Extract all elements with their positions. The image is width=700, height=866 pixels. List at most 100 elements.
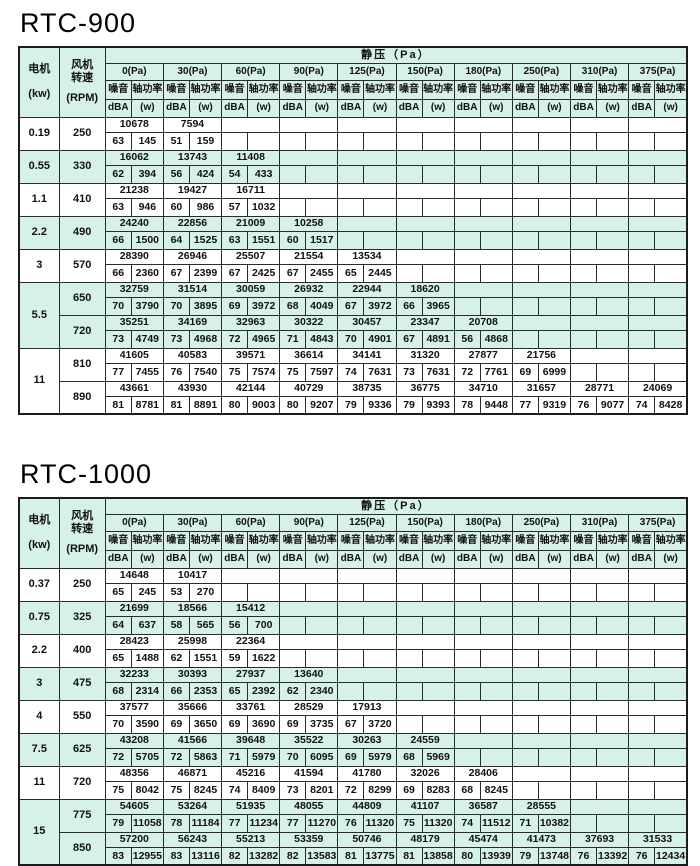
shaft-power-cell <box>654 131 688 151</box>
shaft-power-cell <box>479 131 513 151</box>
noise-dba-cell: 72 <box>453 362 481 382</box>
airflow-cell: 22856 <box>162 215 223 232</box>
fan-rpm-cell: 890 <box>58 380 106 415</box>
airflow-cell: 28406 <box>453 765 513 782</box>
shaft-power-cell <box>479 582 513 602</box>
noise-dba-cell: 82 <box>221 846 249 866</box>
pressure-label: 310(Pa) <box>569 62 630 81</box>
noise-dba-cell: 56 <box>221 615 249 635</box>
airflow-cell <box>453 281 513 298</box>
fan-rpm-cell: 325 <box>58 600 106 635</box>
airflow-cell: 28423 <box>104 633 164 650</box>
airflow-cell: 32233 <box>104 666 164 683</box>
shaft-power-cell: 7540 <box>188 362 223 382</box>
rtc-1000-section: RTC-1000 电机 (kw) 风机 转速 (RPM) 静压（Pa） 0(Pa) 30(Pa… <box>18 459 700 866</box>
shaft-power-label: 轴功率 <box>596 530 630 551</box>
noise-dba-cell: 68 <box>395 747 423 767</box>
airflow-cell: 43208 <box>104 732 164 749</box>
noise-power-row: 62 394 56 424 54 433 <box>19 164 688 184</box>
airflow-cell: 16711 <box>221 182 281 199</box>
airflow-cell: 41605 <box>104 347 164 364</box>
noise-unit-label: dBA <box>395 549 423 569</box>
noise-dba-cell: 77 <box>511 395 539 415</box>
noise-dba-cell: 73 <box>162 329 190 349</box>
shaft-power-cell <box>537 582 571 602</box>
shaft-power-cell <box>596 747 630 767</box>
noise-unit-label: dBA <box>162 549 190 569</box>
power-unit-label: (w) <box>537 549 571 569</box>
power-unit-label: (w) <box>421 98 455 118</box>
spec-table-rtc-1000: 电机 (kw) 风机 转速 (RPM) 静压（Pa） 0(Pa) 30(Pa) 60(Pa) 90… <box>18 497 688 866</box>
shaft-power-cell <box>537 714 571 734</box>
rtc-900-section: RTC-900 电机 (kw) 风机 转速 (RPM) 静压（Pa） 0(Pa) 30(Pa)… <box>18 8 700 415</box>
noise-dba-cell: 76 <box>569 395 598 415</box>
rtc-900-table-host: 电机 (kw) 风机 转速 (RPM) 静压（Pa） 0(Pa) 30(Pa) 60(Pa) 90… <box>18 46 700 415</box>
shaft-power-label: 轴功率 <box>479 530 513 551</box>
motor-power-cell: 1.1 <box>18 182 60 217</box>
airflow-cell <box>511 600 571 617</box>
shaft-power-cell: 2314 <box>130 681 164 701</box>
noise-dba-cell: 66 <box>104 230 132 250</box>
shaft-power-cell: 4868 <box>479 329 513 349</box>
shaft-power-cell <box>596 648 630 668</box>
shaft-power-cell <box>596 615 630 635</box>
airflow-cell <box>628 798 688 815</box>
motor-power-cell: 0.19 <box>18 116 60 151</box>
airflow-cell <box>279 567 339 584</box>
airflow-cell: 28529 <box>279 699 339 716</box>
noise-dba-cell: 72 <box>104 747 132 767</box>
shaft-power-cell <box>421 131 455 151</box>
shaft-power-cell: 11234 <box>247 813 281 833</box>
shaft-power-cell: 10382 <box>537 813 571 833</box>
shaft-power-cell <box>537 648 571 668</box>
power-unit-label: (w) <box>537 98 571 118</box>
pressure-label: 310(Pa) <box>569 513 630 532</box>
shaft-power-label: 轴功率 <box>130 530 164 551</box>
power-unit-label: (w) <box>654 549 688 569</box>
noise-label: 噪音 <box>569 79 598 100</box>
airflow-cell <box>395 699 455 716</box>
shaft-power-cell: 394 <box>130 164 164 184</box>
noise-dba-cell: 64 <box>104 615 132 635</box>
shaft-power-cell <box>421 714 455 734</box>
shaft-power-cell <box>421 230 455 250</box>
fan-rpm-cell: 570 <box>58 248 106 283</box>
noise-dba-cell <box>628 230 656 250</box>
fan-rpm-cell: 650 <box>58 281 106 316</box>
shaft-power-cell <box>363 230 397 250</box>
noise-dba-cell: 80 <box>453 846 481 866</box>
airflow-cell: 42144 <box>221 380 281 397</box>
airflow-cell: 31320 <box>395 347 455 364</box>
noise-dba-cell: 62 <box>279 681 307 701</box>
airflow-cell: 21554 <box>279 248 339 265</box>
airflow-cell: 31514 <box>162 281 223 298</box>
airflow-cell: 11408 <box>221 149 281 166</box>
shaft-power-label: 轴功率 <box>479 79 513 100</box>
airflow-row: 850 57200 56243 55213 53359 50746 48179 45474 41… <box>19 831 688 866</box>
airflow-row: 890 43661 43930 42144 40729 38735 36775 34710 31… <box>19 380 688 415</box>
airflow-cell: 24069 <box>628 380 688 397</box>
noise-unit-label: dBA <box>221 549 249 569</box>
noise-label: 噪音 <box>337 530 365 551</box>
noise-label: 噪音 <box>511 79 539 100</box>
noise-dba-cell: 78 <box>162 813 190 833</box>
noise-dba-cell: 76 <box>569 846 598 866</box>
power-unit-label: (w) <box>247 98 281 118</box>
spec-table-rtc-900: 电机 (kw) 风机 转速 (RPM) 静压（Pa） 0(Pa) 30(Pa) 60(Pa) 90… <box>18 46 688 415</box>
airflow-cell: 21756 <box>511 347 571 364</box>
shaft-power-cell: 3735 <box>305 714 339 734</box>
power-unit-label: (w) <box>596 549 630 569</box>
noise-unit-label: dBA <box>453 98 481 118</box>
noise-dba-cell: 67 <box>337 296 365 316</box>
noise-dba-cell <box>221 131 249 151</box>
shaft-power-cell: 3972 <box>363 296 397 316</box>
airflow-cell: 45474 <box>453 831 513 848</box>
airflow-cell <box>628 215 688 232</box>
noise-dba-cell: 51 <box>162 131 190 151</box>
airflow-cell: 36614 <box>279 347 339 364</box>
airflow-cell: 32759 <box>104 281 164 298</box>
static-pressure-header: 静压（Pa） <box>104 497 688 515</box>
shaft-power-cell: 2353 <box>188 681 223 701</box>
noise-dba-cell: 65 <box>221 681 249 701</box>
noise-label: 噪音 <box>628 79 656 100</box>
